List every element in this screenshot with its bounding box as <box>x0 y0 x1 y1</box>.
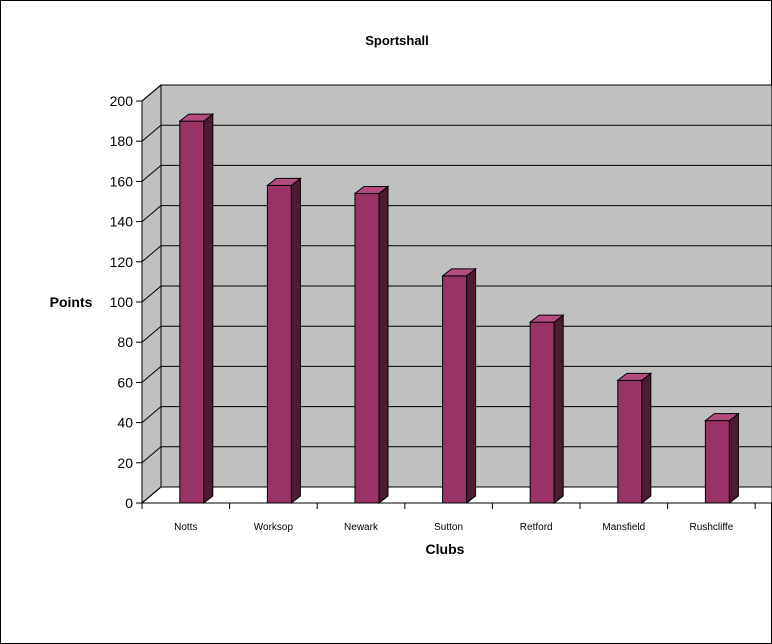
bar-sutton <box>442 275 468 504</box>
gridline-side <box>141 366 162 383</box>
bar-notts <box>179 120 205 504</box>
bar-worksop <box>266 184 292 504</box>
x-tick-label-retford: Retford <box>520 522 553 533</box>
bar-mansfield <box>617 379 643 504</box>
gridline-side <box>141 84 162 102</box>
gridline-side <box>141 446 162 464</box>
bar-side-mansfield <box>641 372 652 505</box>
bar-newark <box>354 192 380 504</box>
y-tick-label: 20 <box>117 455 133 471</box>
x-tick-label-mansfield: Mansfield <box>602 522 645 533</box>
bar-side-newark <box>378 185 389 505</box>
gridline-side <box>141 486 162 504</box>
y-axis-title: Points <box>50 294 93 310</box>
bar-top-retford <box>528 314 565 323</box>
bar-rushcliffe <box>704 420 730 504</box>
bar-side-retford <box>553 314 564 505</box>
gridline-side <box>141 165 162 182</box>
bar-side-notts <box>203 113 214 505</box>
bar-side-worksop <box>290 177 301 505</box>
x-tick-label-newark: Newark <box>344 522 379 533</box>
x-tick-label-worksop: Worksop <box>254 522 294 533</box>
y-tick-label: 160 <box>110 173 134 189</box>
y-tick-label: 100 <box>110 294 134 310</box>
gridline-side <box>141 285 162 303</box>
chart-title: Sportshall <box>365 33 429 48</box>
y-tick-label: 140 <box>110 214 134 230</box>
gridline-side <box>141 205 162 222</box>
gridline-side <box>141 124 162 142</box>
bar-side-rushcliffe <box>728 412 739 505</box>
y-tick-label: 80 <box>117 334 133 350</box>
bars <box>178 113 740 505</box>
bar-top-worksop <box>265 177 302 186</box>
bar-top-notts <box>178 113 215 122</box>
bar-top-mansfield <box>616 372 653 381</box>
gridline-side <box>141 325 162 343</box>
x-tick-label-notts: Notts <box>174 522 197 533</box>
bar-side-sutton <box>466 267 477 505</box>
y-tick-label: 60 <box>117 374 133 390</box>
bar-top-rushcliffe <box>703 413 740 422</box>
gridline-side <box>141 406 162 423</box>
y-tick-label: 40 <box>117 415 133 431</box>
x-tick-label-rushcliffe: Rushcliffe <box>690 522 734 533</box>
y-tick-label: 0 <box>125 495 133 511</box>
bar-top-newark <box>353 185 390 194</box>
x-tick-label-sutton: Sutton <box>434 522 463 533</box>
tick-labels: 0 20 40 60 80 100 120 140 160 180 200 Notts Worksop N… <box>110 93 734 533</box>
gridline-side <box>141 245 162 263</box>
y-tick-label: 200 <box>110 93 134 109</box>
bar-retford <box>529 321 555 504</box>
x-axis-title: Clubs <box>426 541 465 557</box>
y-tick-label: 120 <box>110 254 134 270</box>
bar-top-sutton <box>441 268 478 277</box>
y-tick-label: 180 <box>110 133 134 149</box>
gridlines <box>141 84 772 504</box>
